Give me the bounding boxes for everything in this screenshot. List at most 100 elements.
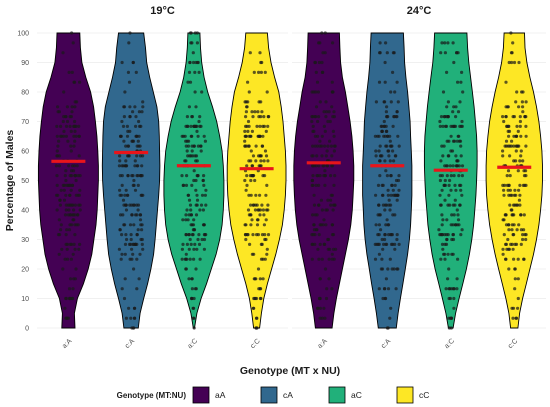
data-point bbox=[123, 252, 127, 256]
data-point bbox=[383, 80, 387, 84]
data-point bbox=[192, 124, 196, 128]
data-point bbox=[514, 316, 519, 320]
data-point bbox=[439, 51, 443, 55]
legend: Genotype (MT:NU) aA cA aC cC bbox=[117, 386, 429, 404]
data-point bbox=[251, 115, 255, 119]
data-point bbox=[263, 233, 267, 237]
data-point bbox=[444, 287, 448, 291]
data-point bbox=[203, 139, 207, 143]
data-point bbox=[320, 208, 324, 212]
data-point bbox=[128, 115, 132, 119]
data-point bbox=[72, 124, 76, 128]
data-point bbox=[330, 223, 335, 227]
data-point bbox=[507, 223, 511, 227]
data-point bbox=[185, 242, 189, 246]
data-point bbox=[374, 193, 378, 197]
data-point bbox=[127, 306, 131, 310]
data-point bbox=[313, 134, 317, 138]
data-point bbox=[318, 277, 322, 281]
data-point bbox=[122, 115, 126, 119]
data-point bbox=[140, 242, 144, 246]
data-point bbox=[452, 306, 456, 310]
data-point bbox=[202, 223, 206, 227]
data-point bbox=[64, 242, 68, 246]
data-point bbox=[524, 237, 528, 242]
data-point bbox=[508, 203, 512, 207]
data-point bbox=[257, 100, 261, 104]
data-point bbox=[510, 223, 514, 227]
data-point bbox=[195, 247, 199, 251]
data-point bbox=[330, 257, 334, 261]
data-point bbox=[55, 124, 59, 128]
data-point bbox=[244, 233, 248, 237]
data-point bbox=[310, 115, 314, 119]
data-point bbox=[266, 233, 271, 237]
data-point bbox=[119, 213, 123, 217]
data-point bbox=[441, 154, 445, 158]
x-tick-label: a:C bbox=[186, 338, 199, 351]
data-point bbox=[262, 213, 266, 217]
data-point bbox=[397, 188, 401, 192]
data-point bbox=[315, 228, 319, 232]
data-point bbox=[72, 134, 76, 138]
data-point bbox=[510, 139, 514, 143]
data-point bbox=[139, 174, 143, 178]
data-point bbox=[518, 124, 522, 128]
data-point bbox=[264, 129, 268, 133]
data-point bbox=[55, 208, 59, 212]
data-point bbox=[518, 203, 522, 207]
legend-swatch-cC bbox=[396, 386, 414, 404]
x-tick-label: c:A bbox=[124, 338, 136, 350]
data-point bbox=[202, 237, 207, 242]
data-point bbox=[258, 213, 262, 217]
data-point bbox=[378, 159, 382, 163]
data-point bbox=[311, 124, 315, 128]
data-point bbox=[199, 149, 203, 153]
data-point bbox=[521, 237, 525, 242]
data-point bbox=[440, 41, 444, 45]
data-point bbox=[67, 228, 72, 232]
data-point bbox=[57, 154, 62, 158]
data-point bbox=[54, 164, 59, 168]
data-point bbox=[449, 134, 453, 138]
data-point bbox=[194, 188, 198, 192]
data-point bbox=[188, 60, 192, 65]
data-point bbox=[187, 198, 192, 202]
data-point bbox=[67, 287, 72, 291]
data-point bbox=[247, 90, 251, 94]
data-point bbox=[311, 174, 315, 178]
data-point bbox=[192, 144, 196, 148]
data-point bbox=[196, 144, 200, 148]
data-point bbox=[455, 277, 459, 281]
data-point bbox=[396, 134, 400, 138]
data-point bbox=[204, 188, 208, 192]
data-point bbox=[322, 306, 326, 310]
data-point bbox=[243, 100, 247, 104]
data-point bbox=[127, 41, 131, 45]
data-point bbox=[192, 169, 196, 173]
data-point bbox=[451, 41, 455, 45]
data-point bbox=[121, 213, 125, 217]
data-point bbox=[78, 242, 82, 246]
data-point bbox=[138, 213, 142, 217]
data-point bbox=[265, 90, 269, 94]
data-point bbox=[506, 124, 510, 128]
data-point bbox=[391, 188, 395, 192]
data-point bbox=[313, 144, 317, 148]
data-point bbox=[55, 183, 59, 187]
data-point bbox=[77, 247, 81, 251]
data-point bbox=[513, 188, 517, 192]
data-point bbox=[383, 159, 387, 163]
data-point bbox=[64, 178, 68, 183]
data-point bbox=[62, 183, 67, 187]
data-point bbox=[250, 110, 254, 114]
data-point bbox=[120, 287, 124, 291]
data-point bbox=[117, 247, 121, 251]
data-point bbox=[124, 144, 128, 148]
data-point bbox=[316, 306, 320, 310]
data-point bbox=[459, 183, 463, 187]
data-point bbox=[139, 237, 143, 242]
data-point bbox=[199, 144, 203, 148]
data-point bbox=[314, 105, 319, 109]
data-point bbox=[514, 149, 518, 153]
